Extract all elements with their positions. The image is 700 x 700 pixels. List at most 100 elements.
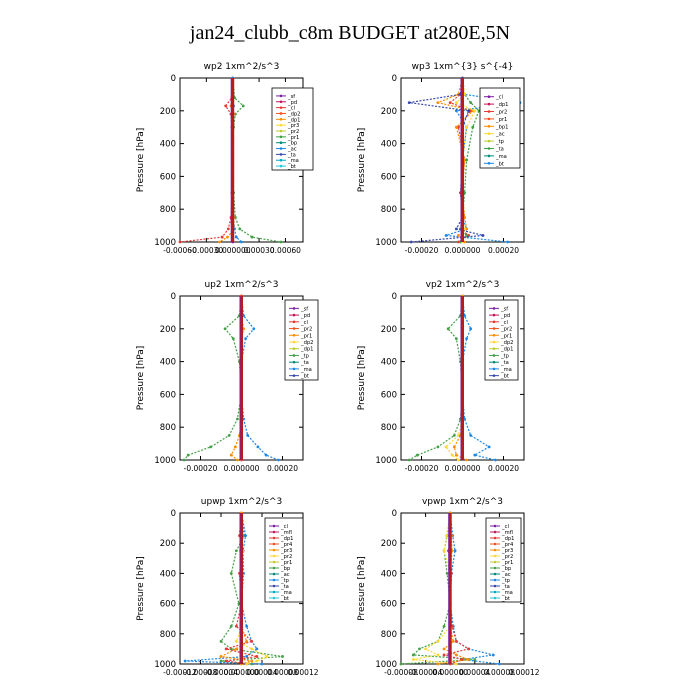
data-point <box>411 653 415 657</box>
x-tick-label: 0.000000 <box>215 246 251 255</box>
data-point <box>467 647 471 651</box>
panel-title: wp2 1xm^2/s^3 <box>204 62 280 72</box>
y-axis-label: Pressure [hPa] <box>136 128 146 193</box>
data-point <box>178 240 182 244</box>
series-line-pr2 <box>413 512 457 665</box>
legend-entry: _ac <box>495 132 505 138</box>
legend-marker <box>493 572 497 576</box>
data-point <box>281 655 284 658</box>
x-tick-label: -0.00004 <box>409 668 443 677</box>
legend-marker <box>292 307 296 310</box>
y-tick-label: 800 <box>381 423 397 433</box>
panel-5: upwp 1xm^2/s^3 Pressure [hPa] 0 200 400 600 80… <box>136 497 319 677</box>
legend-marker <box>272 530 276 534</box>
data-point <box>453 549 457 553</box>
legend-marker <box>493 548 497 552</box>
y-tick-label: 800 <box>160 630 176 640</box>
y-tick-label: 600 <box>381 600 397 610</box>
x-tick-label: 0.00012 <box>508 668 539 677</box>
legend-marker <box>487 154 491 158</box>
y-tick-label: 1000 <box>154 456 176 466</box>
data-point <box>467 109 471 113</box>
data-point <box>457 240 460 244</box>
x-tick-label: -0.00030 <box>189 246 223 255</box>
data-point <box>454 337 458 341</box>
y-axis-label: Pressure [hPa] <box>357 346 367 411</box>
legend-entry: _pd <box>287 100 297 106</box>
legend-entry: _ta <box>287 152 296 158</box>
legend-entry: _ac <box>280 572 290 578</box>
data-point <box>487 445 491 449</box>
legend-entry: _pd <box>500 313 510 319</box>
data-point <box>436 101 440 104</box>
legend-entry: _pr1 <box>287 135 299 141</box>
legend-marker <box>493 560 497 564</box>
legend-marker <box>492 307 496 310</box>
data-point <box>481 234 485 237</box>
y-tick-label: 0 <box>392 509 397 519</box>
data-point <box>452 434 456 437</box>
legend-marker <box>279 153 283 156</box>
legend-box <box>484 299 519 381</box>
legend-entry: _ma <box>500 367 512 373</box>
legend-box <box>479 87 521 169</box>
legend-entry: _cl <box>300 320 308 326</box>
x-tick-label: 0.00060 <box>270 246 301 255</box>
legend-marker <box>492 313 496 317</box>
y-tick-label: 400 <box>160 140 176 150</box>
data-point <box>231 337 235 341</box>
legend-marker <box>492 347 496 351</box>
data-point <box>454 101 458 104</box>
data-point <box>498 662 501 666</box>
series-line-tp <box>461 295 496 461</box>
x-tick-label: 0.00012 <box>287 668 318 677</box>
data-point <box>446 327 450 331</box>
y-tick-label: 0 <box>171 509 176 519</box>
y-tick-label: 400 <box>381 140 397 150</box>
legend-marker <box>272 572 276 576</box>
x-tick-label: -0.00012 <box>163 668 197 677</box>
plot-frame <box>400 512 525 665</box>
panel-title: up2 1xm^2/s^3 <box>204 280 278 290</box>
panel-title: vpwp 1xm^2/s^3 <box>422 497 503 507</box>
legend-entry: _pr4 <box>501 542 514 548</box>
x-tick-label: 0.00020 <box>267 464 298 473</box>
y-tick-label: 200 <box>160 539 176 549</box>
legend-marker <box>492 354 496 357</box>
legend-entry: _ma <box>280 590 292 596</box>
data-point <box>256 445 260 449</box>
data-point <box>454 639 458 643</box>
y-tick-label: 600 <box>160 172 176 182</box>
data-point <box>279 240 283 244</box>
legend-marker <box>292 327 296 330</box>
legend-marker <box>272 596 276 600</box>
legend-box <box>284 299 319 381</box>
data-point <box>473 109 477 113</box>
legend-entry: _dp1 <box>300 347 313 353</box>
data-point <box>445 572 449 575</box>
y-tick-label: 600 <box>381 172 397 182</box>
data-point <box>234 235 238 239</box>
legend-entry: _sf <box>287 94 295 100</box>
legend-entry: _pr2 <box>501 554 513 560</box>
legend-entry: _dp1 <box>495 102 508 108</box>
legend-marker <box>272 566 276 570</box>
y-tick-label: 0 <box>392 292 397 302</box>
y-axis-label: Pressure [hPa] <box>136 556 146 621</box>
x-tick-label: 0.00008 <box>484 668 515 677</box>
legend-marker <box>292 360 296 364</box>
data-point <box>454 653 458 657</box>
data-point <box>252 327 256 331</box>
legend-entry: _dp2 <box>287 111 300 117</box>
legend-entry: _pr3 <box>287 123 299 129</box>
x-tick-label: 0.00030 <box>244 246 275 255</box>
legend-marker <box>272 542 276 546</box>
legend-entry: _dp1 <box>287 117 300 123</box>
data-point <box>473 658 477 661</box>
data-point <box>255 655 259 658</box>
legend-marker <box>279 106 283 109</box>
legend-entry: _ac <box>501 572 511 578</box>
data-point <box>250 659 254 663</box>
data-point <box>465 234 468 237</box>
legend-entry: _ta <box>280 584 289 590</box>
